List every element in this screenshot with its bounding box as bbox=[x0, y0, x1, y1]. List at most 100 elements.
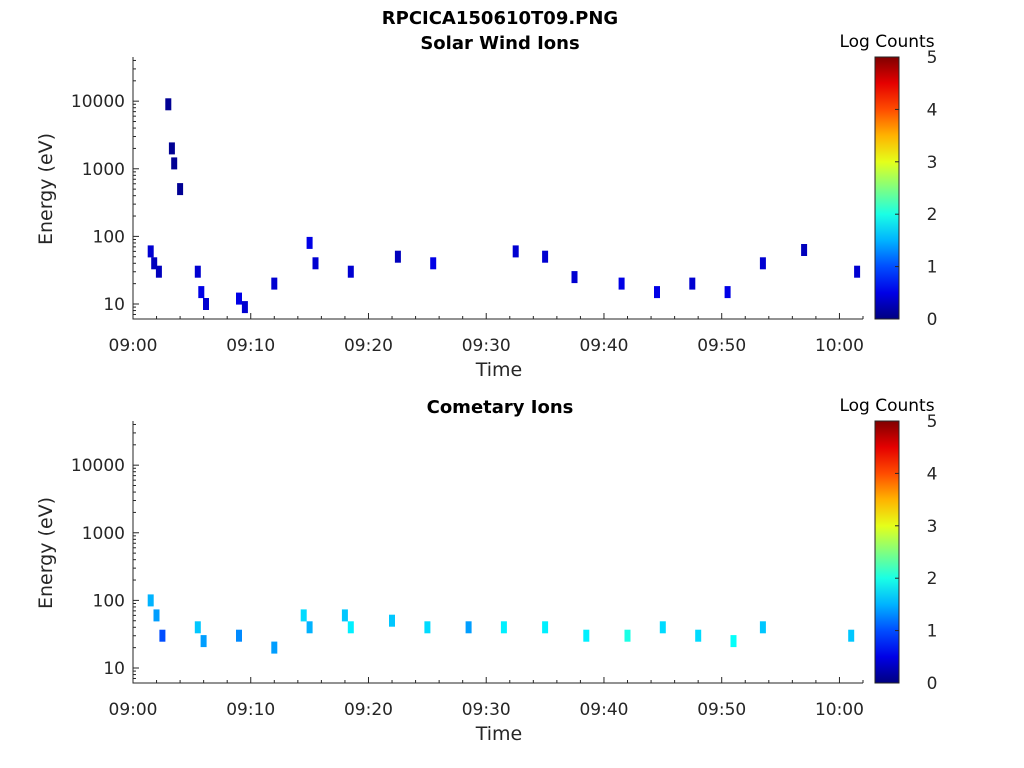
heatmap-cell bbox=[583, 629, 590, 642]
heatmap-cell bbox=[153, 609, 160, 622]
x-tick-label: 09:10 bbox=[226, 700, 275, 720]
heatmap-cell bbox=[312, 257, 319, 270]
heatmap-cell bbox=[341, 609, 348, 622]
colorbar-tick-label: 5 bbox=[927, 412, 938, 432]
heatmap-cell bbox=[198, 286, 205, 299]
y-tick-label: 10000 bbox=[71, 456, 125, 476]
colorbar-tick-label: 1 bbox=[927, 258, 938, 278]
heatmap-cell bbox=[159, 629, 166, 642]
colorbar-tick-label: 3 bbox=[927, 153, 938, 173]
colorbar-tick-label: 0 bbox=[927, 310, 938, 330]
x-tick-label: 09:30 bbox=[462, 336, 511, 356]
figure-title: RPCICA150610T09.PNG bbox=[382, 8, 618, 29]
heatmap-cell bbox=[542, 250, 549, 263]
heatmap-cell bbox=[689, 277, 696, 290]
x-tick-label: 09:40 bbox=[579, 336, 628, 356]
cometary-ions-ylabel: Energy (eV) bbox=[35, 497, 57, 609]
heatmap-cell bbox=[848, 629, 855, 642]
heatmap-cell bbox=[659, 621, 666, 634]
heatmap-cell bbox=[271, 641, 278, 654]
heatmap-cell bbox=[724, 286, 731, 299]
heatmap-cell bbox=[306, 236, 313, 249]
solar-wind-title: Solar Wind Ions bbox=[420, 33, 579, 54]
heatmap-cell bbox=[171, 157, 178, 170]
heatmap-cell bbox=[194, 621, 201, 634]
colorbar-tick-label: 5 bbox=[927, 48, 938, 68]
x-tick-label: 09:30 bbox=[462, 700, 511, 720]
y-tick-label: 10 bbox=[103, 659, 125, 679]
heatmap-cell bbox=[394, 250, 401, 263]
x-tick-label: 09:20 bbox=[344, 336, 393, 356]
heatmap-cell bbox=[236, 292, 242, 305]
plot-area bbox=[133, 57, 863, 319]
heatmap-cell bbox=[430, 257, 437, 270]
colorbar-tick-label: 2 bbox=[927, 569, 938, 589]
x-tick-label: 09:10 bbox=[226, 336, 275, 356]
heatmap-cell bbox=[271, 277, 278, 290]
heatmap-cell bbox=[542, 621, 549, 634]
plot-area bbox=[133, 421, 863, 683]
heatmap-cell bbox=[241, 301, 248, 314]
solar-wind-heatmap: 09:00 09:10 09:20 09:30 09:40 09:50 10:0010100… bbox=[71, 48, 938, 356]
x-tick-label: 09:20 bbox=[344, 700, 393, 720]
heatmap-cell bbox=[759, 257, 766, 270]
y-tick-label: 10000 bbox=[71, 92, 125, 112]
heatmap-cell bbox=[177, 183, 184, 196]
cometary-ions-panel: Cometary Ions Log Counts Energy (eV) Tim… bbox=[35, 396, 937, 745]
colorbar-tick-label: 4 bbox=[927, 100, 938, 120]
colorbar-tick-label: 4 bbox=[927, 464, 938, 484]
solar-wind-colorbar-label: Log Counts bbox=[839, 32, 934, 52]
heatmap-cell bbox=[618, 277, 625, 290]
colorbar-tick-label: 3 bbox=[927, 517, 938, 537]
x-tick-label: 09:50 bbox=[697, 700, 746, 720]
heatmap-cell bbox=[571, 271, 578, 284]
solar-wind-panel: Solar Wind Ions Log Counts Energy (eV) T… bbox=[35, 32, 937, 381]
heatmap-cell bbox=[424, 621, 431, 634]
heatmap-cell bbox=[168, 142, 175, 155]
x-tick-label: 09:50 bbox=[697, 336, 746, 356]
x-tick-label: 10:00 bbox=[815, 336, 864, 356]
x-tick-label: 09:00 bbox=[109, 700, 158, 720]
heatmap-cell bbox=[500, 621, 507, 634]
heatmap-cell bbox=[624, 629, 631, 642]
colorbar-tick-label: 1 bbox=[927, 622, 938, 642]
x-tick-label: 09:40 bbox=[579, 700, 628, 720]
y-tick-label: 100 bbox=[93, 227, 125, 247]
heatmap-cell bbox=[730, 635, 737, 648]
y-tick-label: 10 bbox=[103, 295, 125, 315]
y-tick-label: 1000 bbox=[82, 524, 125, 544]
heatmap-cell bbox=[151, 257, 158, 270]
cometary-ions-title: Cometary Ions bbox=[427, 397, 574, 418]
colorbar bbox=[874, 420, 900, 684]
heatmap-cell bbox=[236, 629, 242, 642]
heatmap-cell bbox=[203, 298, 209, 310]
solar-wind-ylabel: Energy (eV) bbox=[35, 133, 57, 245]
heatmap-cell bbox=[147, 245, 154, 258]
heatmap-cell bbox=[200, 635, 207, 648]
cometary-ions-colorbar-label: Log Counts bbox=[839, 396, 934, 416]
heatmap-cell bbox=[300, 609, 307, 622]
heatmap-cell bbox=[759, 621, 766, 634]
y-tick-label: 100 bbox=[93, 591, 125, 611]
x-tick-label: 09:00 bbox=[109, 336, 158, 356]
heatmap-cell bbox=[389, 614, 395, 627]
colorbar bbox=[874, 56, 900, 320]
colorbar-tick-label: 0 bbox=[927, 674, 938, 694]
heatmap-cell bbox=[512, 245, 519, 258]
colorbar-tick-label: 2 bbox=[927, 205, 938, 225]
x-tick-label: 10:00 bbox=[815, 700, 864, 720]
heatmap-cell bbox=[695, 629, 702, 642]
heatmap-cell bbox=[155, 265, 162, 278]
heatmap-cell bbox=[654, 286, 660, 299]
heatmap-cell bbox=[347, 621, 354, 634]
heatmap-cell bbox=[306, 621, 313, 634]
heatmap-cell bbox=[194, 265, 201, 278]
heatmap-cell bbox=[147, 594, 154, 607]
heatmap-cell bbox=[347, 265, 354, 278]
heatmap-cell bbox=[801, 244, 808, 256]
heatmap-cell bbox=[854, 265, 861, 278]
cometary-ions-heatmap: 09:00 09:10 09:20 09:30 09:40 09:50 10:0010100… bbox=[71, 412, 938, 720]
y-tick-label: 1000 bbox=[82, 160, 125, 180]
solar-wind-xlabel: Time bbox=[475, 359, 523, 381]
